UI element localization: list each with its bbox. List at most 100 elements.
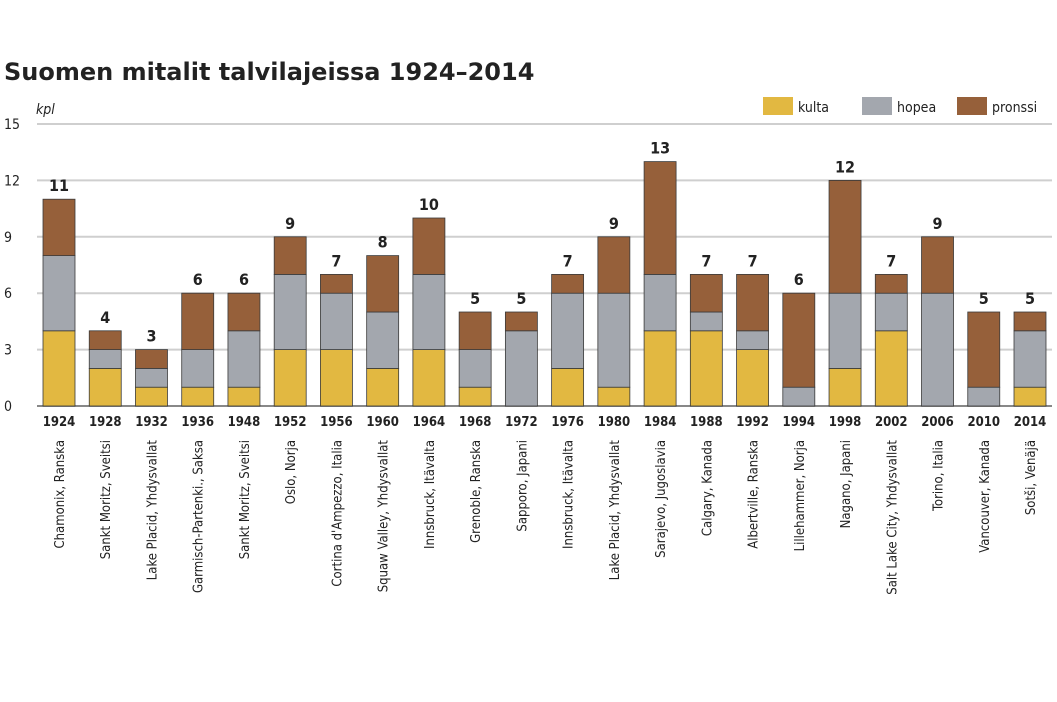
legend-label-kulta: kulta [798,100,829,116]
bar-1964-hopea [412,273,446,350]
bar-1960-pronssi [366,255,400,313]
bar-1924-hopea [42,255,76,332]
bar-1980-kulta [597,386,631,407]
bar-1952-kulta [273,349,307,407]
x-tick-label-1976: 1976 [551,415,584,430]
bar-1924-kulta [42,330,76,407]
location-label-1976: Innsbruck, Itävalta [562,440,577,549]
bar-1936-kulta [181,386,215,407]
location-label-1998: Nagano, Japani [839,440,854,528]
x-tick-label-1932: 1932 [135,415,168,430]
bar-1964-kulta [412,349,446,407]
total-label-2010: 5 [979,289,989,308]
x-labels: 1924 Chamonix, Ranska 1928 Sankt Moritz, Sv… [43,415,1047,595]
legend-swatch-kulta [763,97,793,115]
total-label-1992: 7 [748,251,758,270]
bar-1992-hopea [736,330,769,350]
total-label-2002: 7 [886,251,896,270]
x-tick-label-1948: 1948 [228,415,261,430]
location-label-1932: Lake Placid, Yhdysvallat [145,440,160,581]
x-tick-label-1992: 1992 [736,415,769,430]
bar-1924-pronssi [42,198,76,256]
legend: kulta hopea pronssi [763,97,1037,116]
bar-1928-kulta [88,367,122,407]
x-tick-label-1994: 1994 [783,415,816,430]
total-label-1984: 13 [650,139,670,158]
y-tick-label: 3 [4,343,12,359]
bar-1932-kulta [135,386,168,407]
bar-1956-kulta [320,349,353,407]
total-label-1988: 7 [701,251,711,270]
x-tick-label-2014: 2014 [1014,415,1047,430]
bar-1936-hopea [181,349,215,388]
bar-2010-pronssi [967,311,1001,388]
bar-1976-hopea [551,292,585,369]
x-tick-label-1984: 1984 [644,415,677,430]
location-label-1924: Chamonix, Ranska [53,440,68,549]
y-tick-label: 6 [4,286,12,302]
bar-1952-pronssi [273,236,307,275]
total-label-1968: 5 [470,289,480,308]
x-tick-label-1980: 1980 [598,415,631,430]
y-tick-label: 15 [4,117,20,133]
location-label-1928: Sankt Moritz, Sveitsi [99,440,114,559]
bar-1998-pronssi [828,179,862,294]
x-tick-label-2010: 2010 [967,415,1000,430]
total-label-1936: 6 [193,270,203,289]
y-axis-unit: kpl [36,102,55,118]
bar-1968-hopea [458,349,492,388]
total-label-1964: 10 [419,195,439,214]
x-tick-label-2002: 2002 [875,415,908,430]
x-tick-label-1928: 1928 [89,415,122,430]
location-label-1988: Calgary, Kanada [700,440,715,536]
bar-1984-pronssi [643,161,677,275]
legend-swatch-pronssi [957,97,987,115]
bar-1980-pronssi [597,236,631,294]
bars: 11 4 3 6 6 9 7 8 10 5 5 7 9 13 7 7 6 12 7 9 5 5 [42,139,1047,407]
bar-1976-kulta [551,367,585,407]
bar-2014-hopea [1013,330,1047,388]
bar-1994-hopea [782,386,816,407]
bar-1952-hopea [273,273,307,350]
bar-1932-hopea [135,367,168,388]
bar-1998-kulta [828,367,862,407]
bar-1992-kulta [736,349,769,407]
bar-1968-pronssi [458,311,492,350]
bar-1956-hopea [320,292,353,351]
chart-title: Suomen mitalit talvilajeissa 1924–2014 [4,58,534,86]
location-label-2014: Sotši, Venäjä [1024,440,1039,515]
x-tick-label-2006: 2006 [921,415,954,430]
x-tick-label-1952: 1952 [274,415,307,430]
bar-1956-pronssi [320,273,353,294]
location-label-1960: Squaw Valley, Yhdysvallat [377,440,392,593]
bar-1964-pronssi [412,217,446,275]
bar-1976-pronssi [551,273,585,294]
x-tick-label-1936: 1936 [181,415,214,430]
bar-1928-pronssi [88,330,122,350]
bar-1948-hopea [227,330,261,388]
bar-1968-kulta [458,386,492,407]
y-tick-label: 0 [4,399,12,415]
x-tick-label-1972: 1972 [505,415,538,430]
bar-1992-pronssi [736,273,769,332]
total-label-2006: 9 [933,214,943,233]
bar-2010-hopea [967,386,1001,407]
location-label-1984: Sarajevo, Jugoslavia [654,440,669,558]
x-tick-label-1968: 1968 [459,415,492,430]
bar-2002-pronssi [874,273,908,294]
total-label-1976: 7 [563,251,573,270]
bar-1972-pronssi [504,311,538,332]
total-label-1948: 6 [239,270,249,289]
bar-1984-hopea [643,273,677,332]
location-label-1952: Oslo, Norja [284,440,299,504]
bar-2002-kulta [874,330,908,407]
total-label-1980: 9 [609,214,619,233]
location-label-1948: Sankt Moritz, Sveitsi [238,440,253,559]
total-label-1924: 11 [49,176,69,195]
total-label-1928: 4 [100,308,110,327]
location-label-2010: Vancouver, Kanada [978,440,993,553]
bar-1984-kulta [643,330,677,407]
location-label-1964: Innsbruck, Itävalta [423,440,438,549]
total-label-1998: 12 [835,157,855,176]
